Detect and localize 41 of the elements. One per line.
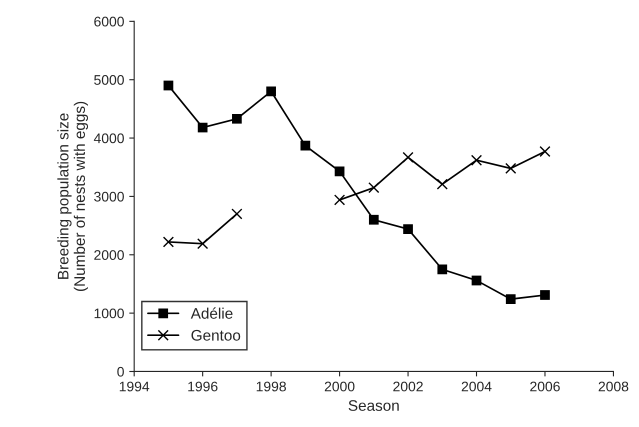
point [232, 114, 242, 124]
legend-label: Adélie [190, 307, 233, 319]
point [540, 290, 550, 300]
point [162, 236, 174, 248]
x-tick-label: 2000 [324, 382, 354, 392]
y-tick-label: 4000 [94, 133, 124, 144]
point [505, 162, 516, 174]
x-tick-label: 1998 [256, 382, 286, 392]
x-tick-label: 2006 [530, 382, 560, 392]
x-tick-label: 1994 [120, 382, 150, 392]
y-tick-label: 6000 [94, 16, 124, 27]
point [198, 122, 208, 132]
x-tick-label: 1996 [188, 382, 218, 392]
y-tick-label: 0 [117, 366, 124, 377]
y-tick-label: 2000 [94, 250, 124, 260]
point [164, 80, 174, 90]
point [266, 86, 276, 96]
x-axis-title: Season [348, 400, 399, 411]
point [403, 224, 413, 234]
point [539, 146, 551, 158]
point [368, 214, 379, 225]
point [472, 276, 482, 286]
x-tick-label: 2002 [393, 382, 423, 392]
legend-label: Gentoo [191, 330, 240, 341]
point [402, 152, 414, 163]
x-tick-label: 2008 [598, 382, 628, 392]
point [437, 264, 448, 274]
y-tick-label: 3000 [94, 192, 124, 202]
point [334, 194, 346, 206]
y-tick-label: 5000 [94, 75, 124, 85]
point [231, 208, 242, 220]
y-tick-label: 1000 [94, 308, 124, 318]
point [300, 140, 310, 151]
point [436, 178, 448, 190]
x-tick-label: 2004 [462, 382, 492, 392]
point [334, 166, 344, 176]
point [197, 238, 208, 250]
y-axis-title: Breeding population size (Number of nests with eggs) [57, 102, 88, 291]
point [368, 182, 380, 194]
point [506, 294, 516, 304]
point [470, 154, 482, 166]
